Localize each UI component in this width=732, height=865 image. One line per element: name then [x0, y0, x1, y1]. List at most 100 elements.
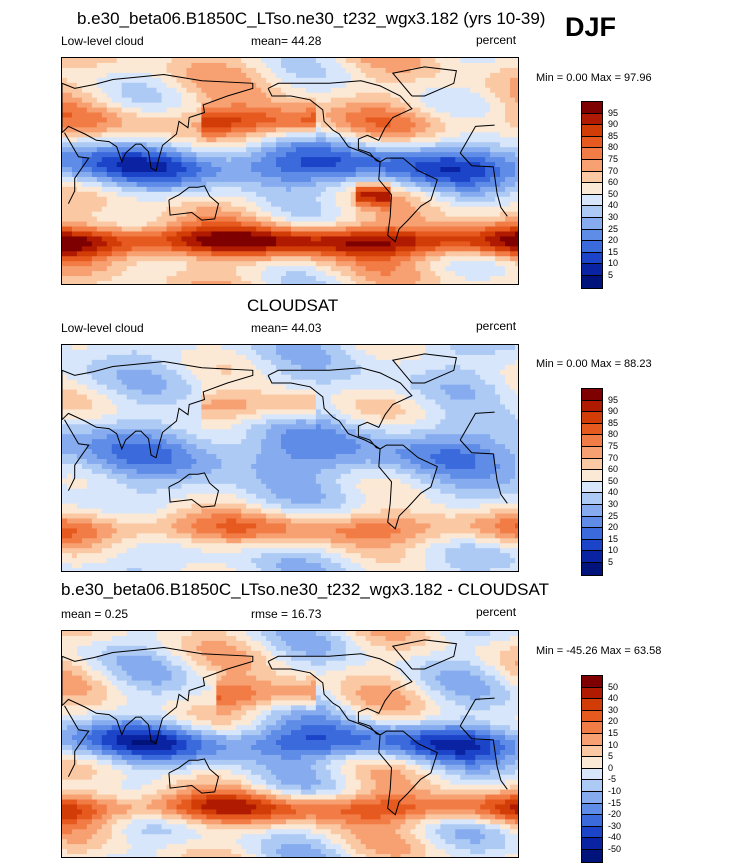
contour-cell — [201, 191, 207, 198]
contour-cell — [251, 176, 257, 183]
contour-cell — [390, 359, 396, 366]
contour-cell — [430, 354, 436, 361]
contour-cell — [515, 359, 518, 366]
contour-cell — [310, 266, 317, 272]
contour-cell — [365, 142, 372, 148]
contour-cell — [146, 374, 153, 381]
contour-cell — [126, 102, 133, 108]
contour-cell — [106, 374, 113, 381]
contour-cell — [96, 176, 103, 183]
contour-cell — [166, 191, 172, 198]
contour-cell — [415, 152, 421, 158]
contour-cell — [295, 167, 302, 173]
contour-cell — [76, 58, 83, 64]
contour-cell — [395, 206, 401, 213]
contour-cell — [286, 181, 292, 188]
contour-cell — [350, 246, 357, 252]
contour-cell — [510, 112, 516, 118]
contour-cell — [350, 172, 357, 178]
contour-cell — [395, 172, 401, 178]
contour-cell — [116, 201, 123, 208]
contour-cell — [226, 226, 232, 232]
contour-cell — [410, 152, 416, 158]
contour-cell — [490, 201, 496, 208]
contour-cell — [335, 77, 342, 84]
contour-cell — [196, 221, 202, 227]
contour-cell — [261, 167, 267, 173]
contour-cell — [315, 246, 322, 252]
contour-cell — [315, 157, 322, 163]
contour-cell — [405, 157, 411, 163]
contour-cell — [480, 122, 486, 128]
contour-cell — [320, 87, 327, 94]
contour-cell — [241, 256, 247, 262]
contour-cell — [271, 77, 277, 84]
contour-cell — [271, 261, 277, 267]
contour-cell — [146, 87, 153, 94]
contour-cell — [116, 87, 123, 94]
contour-cell — [221, 58, 227, 64]
contour-cell — [390, 176, 396, 183]
contour-cell — [181, 251, 187, 257]
contour-cell — [425, 246, 431, 252]
contour-cell — [261, 62, 267, 69]
contour-cell — [395, 167, 401, 173]
contour-cell — [305, 87, 312, 94]
contour-cell — [121, 241, 128, 247]
contour-cell — [325, 102, 332, 108]
contour-cell — [360, 206, 367, 213]
contour-cell — [266, 172, 272, 178]
contour-cell — [515, 246, 518, 252]
contour-cell — [320, 241, 327, 247]
contour-cell — [206, 132, 212, 138]
contour-cell — [490, 127, 496, 133]
contour-cell — [216, 231, 222, 237]
contour-cell — [76, 379, 83, 386]
contour-cell — [161, 226, 167, 232]
contour-cell — [276, 216, 282, 222]
contour-cell — [390, 221, 396, 227]
contour-cell — [151, 117, 157, 123]
contour-cell — [291, 226, 297, 232]
contour-cell — [191, 281, 197, 284]
contour-cell — [360, 181, 367, 188]
contour-cell — [315, 122, 322, 128]
contour-cell — [181, 117, 187, 123]
contour-cell — [96, 77, 103, 84]
contour-cell — [291, 379, 297, 386]
contour-cell — [465, 181, 471, 188]
contour-cell — [440, 226, 446, 232]
contour-cell — [186, 107, 192, 113]
contour-cell — [475, 261, 481, 267]
contour-cell — [146, 379, 153, 386]
contour-cell — [171, 251, 177, 257]
contour-cell — [62, 92, 68, 99]
contour-cell — [81, 221, 88, 227]
contour-cell — [385, 97, 391, 104]
contour-cell — [141, 82, 148, 89]
contour-cell — [166, 157, 172, 163]
contour-cell — [131, 82, 138, 89]
contour-cell — [450, 72, 456, 79]
contour-cell — [66, 152, 73, 158]
contour-cell — [395, 137, 401, 143]
contour-cell — [176, 354, 182, 361]
contour-cell — [151, 157, 157, 163]
contour-cell — [231, 72, 237, 79]
contour-cell — [475, 221, 481, 227]
contour-cell — [186, 58, 192, 64]
contour-cell — [375, 172, 382, 178]
contour-cell — [86, 261, 93, 267]
contour-cell — [460, 251, 466, 257]
contour-cell — [320, 172, 327, 178]
contour-cell — [320, 181, 327, 188]
contour-cell — [201, 172, 207, 178]
contour-cell — [345, 72, 352, 79]
contour-cell — [350, 206, 357, 213]
contour-cell — [380, 122, 386, 128]
contour-cell — [171, 256, 177, 262]
contour-cell — [350, 72, 357, 79]
contour-cell — [116, 256, 123, 262]
contour-cell — [231, 82, 237, 89]
contour-cell — [66, 162, 73, 168]
